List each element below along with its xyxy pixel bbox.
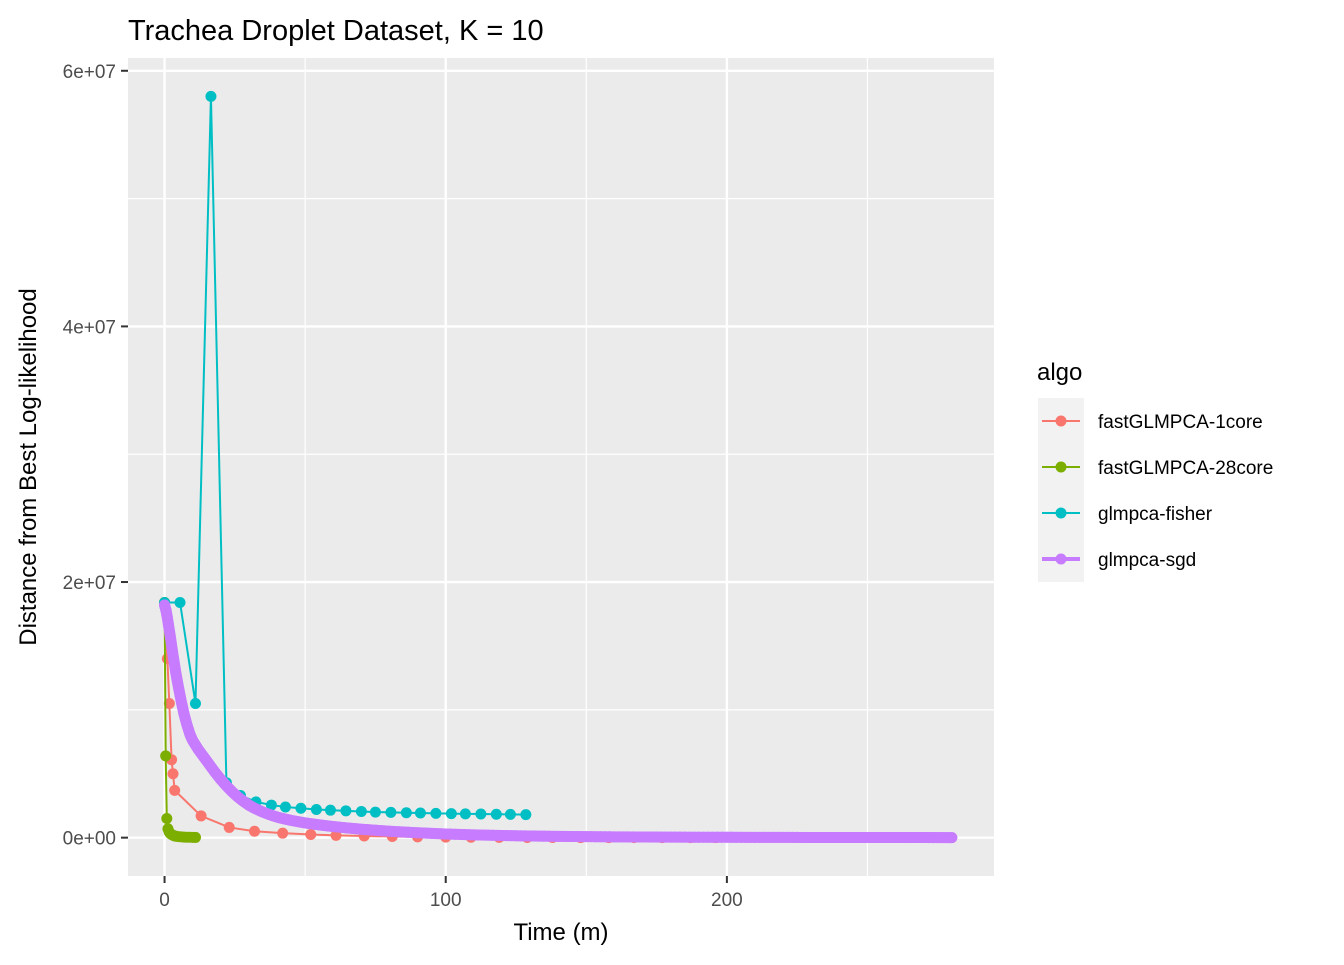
data-point <box>385 806 397 818</box>
data-point <box>189 697 201 709</box>
legend-key-point <box>1055 415 1067 427</box>
legend: algo fastGLMPCA-1core fastGLMPCA-28core gl… <box>1037 359 1273 582</box>
data-point <box>265 799 277 811</box>
legend-label: glmpca-fisher <box>1098 504 1213 525</box>
data-point <box>169 784 181 796</box>
data-point <box>414 807 426 819</box>
x-tick-label: 200 <box>711 890 743 911</box>
y-axis: 0e+00 2e+07 4e+07 6e+07 <box>63 62 128 850</box>
data-point <box>305 828 317 840</box>
data-point <box>279 801 291 813</box>
data-point <box>277 827 289 839</box>
data-point <box>310 804 322 816</box>
data-point <box>324 804 336 816</box>
data-point <box>946 832 958 844</box>
data-point <box>445 808 457 820</box>
data-point <box>167 768 179 780</box>
data-point <box>205 90 217 102</box>
x-axis-label: Time (m) <box>513 919 608 946</box>
data-point <box>161 812 173 824</box>
data-point <box>400 807 412 819</box>
y-axis-label: Distance from Best Log-likelihood <box>15 288 42 646</box>
data-point <box>475 808 487 820</box>
y-tick-label: 2e+07 <box>63 573 116 594</box>
y-tick-label: 4e+07 <box>63 317 116 338</box>
x-tick-label: 100 <box>430 890 462 911</box>
y-tick-label: 6e+07 <box>63 62 116 83</box>
data-point <box>504 808 516 820</box>
data-point <box>430 807 442 819</box>
series-layer <box>159 90 958 844</box>
chart-title: Trachea Droplet Dataset, K = 10 <box>128 15 544 47</box>
x-tick-label: 0 <box>159 890 170 911</box>
data-point <box>174 596 186 608</box>
data-point <box>160 750 172 762</box>
data-point <box>520 809 532 821</box>
data-point <box>163 697 175 709</box>
series-fastGLMPCA-28core <box>159 596 201 843</box>
legend-key-point <box>1055 461 1067 473</box>
data-point <box>369 806 381 818</box>
data-point <box>249 825 261 837</box>
x-axis: 0 100 200 <box>159 876 743 911</box>
minor-gridlines <box>128 58 994 876</box>
data-point <box>459 808 471 820</box>
data-point <box>189 831 201 843</box>
plot-panel <box>128 58 994 876</box>
y-tick-label: 0e+00 <box>63 829 116 850</box>
legend-key-point <box>1055 507 1067 519</box>
data-point <box>355 805 367 817</box>
series-glmpca-sgd <box>159 599 958 844</box>
data-point <box>295 802 307 814</box>
legend-title: algo <box>1037 359 1082 386</box>
data-point <box>490 808 502 820</box>
legend-label: fastGLMPCA-28core <box>1098 458 1273 479</box>
data-point <box>195 810 207 822</box>
legend-label: glmpca-sgd <box>1098 550 1196 571</box>
legend-label: fastGLMPCA-1core <box>1098 412 1263 433</box>
legend-key-point <box>1055 553 1067 565</box>
data-point <box>340 805 352 817</box>
data-point <box>223 821 235 833</box>
